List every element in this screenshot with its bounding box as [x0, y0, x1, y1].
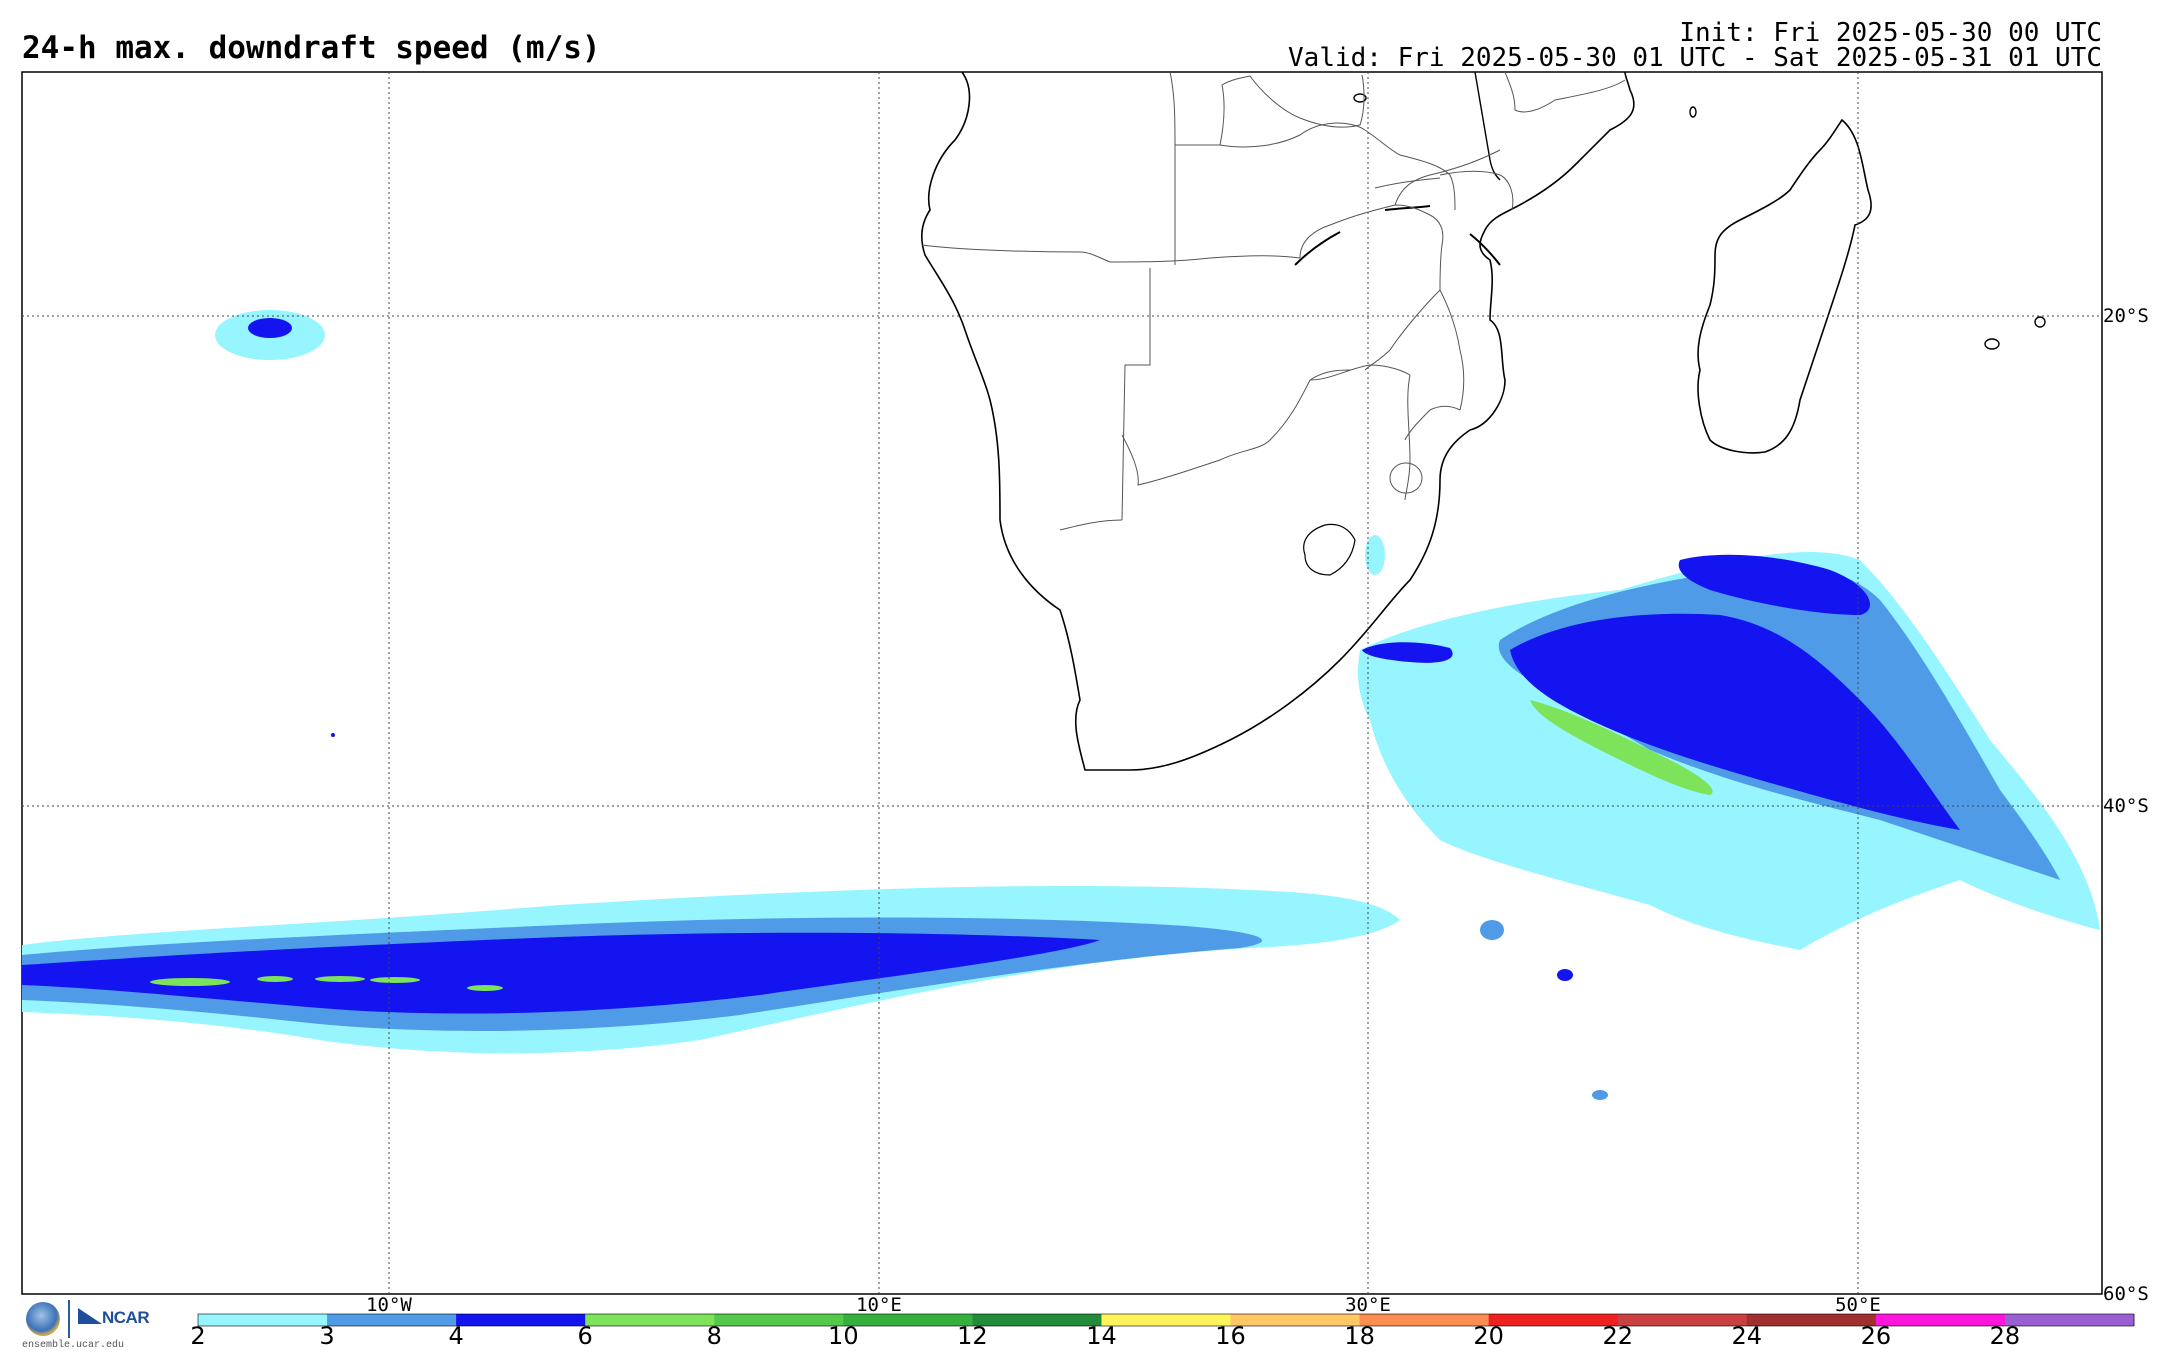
- downdraft-field: [22, 310, 2100, 1100]
- field-patch-south-3: [1480, 920, 1504, 940]
- island-reunion: [2034, 316, 2046, 328]
- nsf-logo: [26, 1302, 60, 1336]
- field-patch-dot: [331, 733, 335, 737]
- init-time: Init: Fri 2025-05-30 00 UTC: [1679, 18, 2102, 48]
- lake-cahora: [1384, 205, 1431, 211]
- ncar-logo-mark: [78, 1308, 102, 1324]
- field-patch-south-2: [1592, 1090, 1608, 1100]
- lat-label-40s: 40°S: [2103, 795, 2149, 817]
- field-band-atlantic-green: [150, 976, 503, 991]
- madagascar-coastline: [1697, 118, 1872, 454]
- graticule: [22, 72, 2102, 1294]
- colorbar-segment: [972, 1314, 1102, 1326]
- colorbar: 2 3 4 6 8 10 12 14 16 18 20 22 24 26 28: [190, 1313, 2135, 1350]
- lat-label-60s: 60°S: [2103, 1283, 2149, 1305]
- lon-label-10w: 10°W: [366, 1294, 412, 1316]
- logo-divider: [68, 1300, 70, 1338]
- colorbar-segment: [2004, 1314, 2135, 1326]
- valid-time: Valid: Fri 2025-05-30 01 UTC - Sat 2025-…: [1288, 43, 2102, 73]
- colorbar-segment: [714, 1314, 844, 1326]
- island-mauritius: [1984, 338, 2000, 350]
- colorbar-segment: [1875, 1314, 2006, 1326]
- lon-label-50e: 50°E: [1835, 1294, 1881, 1316]
- colorbar-tick-label: 3: [319, 1322, 334, 1350]
- colorbar-segment: [1230, 1314, 1361, 1326]
- colorbar-segment: [843, 1314, 973, 1326]
- logo-url: ensemble.ucar.edu: [22, 1340, 125, 1351]
- colorbar-segment: [1617, 1314, 1748, 1326]
- field-band-atlantic-dark: [22, 932, 1100, 1014]
- field-patch-midatlantic-dark: [248, 318, 292, 338]
- colorbar-tick-label: 28: [1990, 1322, 2021, 1350]
- colorbar-segment: [198, 1314, 328, 1326]
- mozambique-channel-coast: [1469, 233, 1501, 266]
- africa-coastline: [920, 71, 1635, 771]
- logo-block: NCAR ensemble.ucar.edu: [22, 1298, 162, 1354]
- colorbar-tick-label: 20: [1473, 1322, 1504, 1350]
- field-indian-dark-3: [1362, 642, 1453, 663]
- lake-kariba-2: [1294, 231, 1341, 266]
- colorbar-tick-label: 12: [957, 1322, 988, 1350]
- field-indian-dark-2: [1678, 554, 1870, 615]
- lesotho-border: [1303, 523, 1356, 576]
- colorbar-tick-label: 14: [1086, 1322, 1117, 1350]
- field-patch-lesotho: [1365, 535, 1385, 575]
- field-indian-green: [1530, 700, 1713, 795]
- colorbar-tick-label: 24: [1732, 1322, 1763, 1350]
- colorbar-segment: [327, 1314, 457, 1326]
- colorbar-tick-label: 26: [1861, 1322, 1892, 1350]
- colorbar-segment: [1359, 1314, 1490, 1326]
- colorbar-segment: [585, 1314, 715, 1326]
- colorbar-segment: [1746, 1314, 1877, 1326]
- colorbar-segment: [1101, 1314, 1232, 1326]
- colorbar-tick-label: 10: [828, 1322, 859, 1350]
- colorbar-outline: [197, 1313, 2135, 1327]
- lon-label-30e: 30°E: [1345, 1294, 1391, 1316]
- colorbar-tick-label: 18: [1344, 1322, 1375, 1350]
- colorbar-tick-label: 16: [1215, 1322, 1246, 1350]
- ncar-logo-text: NCAR: [102, 1308, 150, 1327]
- political-borders: [921, 71, 1626, 531]
- chart-title: 24-h max. downdraft speed (m/s): [22, 30, 601, 66]
- field-indian-dark: [1510, 613, 1960, 830]
- lon-label-10e: 10°E: [856, 1294, 902, 1316]
- lake-malawi: [1474, 71, 1501, 181]
- colorbar-tick-label: 22: [1602, 1322, 1633, 1350]
- colorbar-segment: [456, 1314, 586, 1326]
- lat-label-20s: 20°S: [2103, 305, 2149, 327]
- colorbar-tick-label: 8: [707, 1322, 722, 1350]
- colorbar-tick-label: 2: [190, 1322, 205, 1350]
- field-patch-south-1: [1557, 969, 1573, 981]
- lake-kariba: [1353, 93, 1367, 103]
- island-comoros: [1689, 106, 1697, 118]
- colorbar-segment: [1488, 1314, 1619, 1326]
- colorbar-tick-label: 4: [448, 1322, 463, 1350]
- colorbar-tick-label: 6: [578, 1322, 593, 1350]
